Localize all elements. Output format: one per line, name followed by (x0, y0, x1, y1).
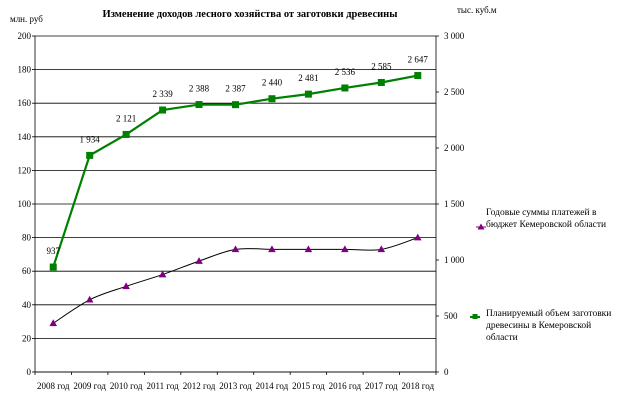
payments-point (304, 245, 313, 253)
right-tick-label: 0 (444, 367, 449, 377)
volume-point (86, 151, 94, 159)
volume-data-label: 2 387 (225, 84, 246, 94)
volume-point (414, 72, 422, 80)
x-tick-label: 2008 год (37, 381, 70, 391)
volume-data-label: 1 934 (80, 134, 101, 144)
x-tick-label: 2011 год (146, 381, 179, 391)
series-payments (49, 233, 422, 327)
volume-point (122, 130, 130, 138)
legend-item-volume: Планируемый объем заготовки древесины в К… (470, 308, 611, 343)
x-tick-label: 2009 год (73, 381, 106, 391)
left-tick-label: 0 (27, 367, 32, 377)
right-tick-label: 1 500 (444, 199, 465, 209)
volume-data-label: 2 339 (152, 89, 173, 99)
x-tick-label: 2010 год (110, 381, 143, 391)
volume-data-label: 2 121 (116, 113, 136, 123)
left-tick-label: 20 (22, 333, 32, 343)
volume-data-label: 937 (46, 246, 60, 256)
payments-point (231, 245, 240, 253)
legend-text-line: древесины в Кемеровской (486, 320, 591, 331)
left-tick-label: 140 (18, 132, 32, 142)
payments-point (85, 295, 94, 303)
x-axis-ticks: 2008 год 2009 год 2010 год 2011 год 2012 год… (34, 372, 437, 391)
left-tick-label: 160 (18, 98, 32, 108)
legend-text-line: Планируемый объем заготовки (486, 308, 611, 319)
volume-point (232, 101, 239, 109)
left-axis-unit: млн. руб (10, 14, 43, 24)
volume-data-label: 2 440 (262, 78, 283, 88)
right-axis-ticks: 0 500 1 000 1 500 2 000 2 500 3 000 (436, 31, 465, 377)
left-tick-label: 40 (22, 300, 32, 310)
left-axis-ticks: 0 20 40 60 80 100 120 140 160 180 200 (18, 31, 35, 377)
volume-data-label: 2 585 (371, 61, 392, 71)
payments-point (413, 233, 422, 241)
legend-text-line: бюджет Кемеровской области (486, 219, 606, 230)
legend-marker-payments (477, 223, 485, 230)
left-tick-label: 180 (18, 65, 32, 75)
left-tick-label: 120 (18, 165, 32, 175)
left-tick-label: 60 (22, 266, 32, 276)
volume-data-label: 2 647 (408, 55, 429, 65)
chart-title: Изменение доходов лесного хозяйства от з… (103, 9, 398, 20)
volume-point (268, 95, 276, 103)
legend: Годовые суммы платежей в бюджет Кемеровск… (470, 207, 611, 343)
payments-point (341, 245, 349, 253)
volume-point (304, 90, 312, 98)
right-tick-label: 2 000 (444, 143, 465, 153)
volume-data-label: 2 481 (298, 73, 318, 83)
left-tick-label: 100 (18, 199, 32, 209)
payments-point (122, 282, 130, 290)
legend-text-line: области (486, 332, 518, 343)
volume-point (159, 106, 167, 114)
legend-marker-volume (472, 314, 478, 319)
x-tick-label: 2013 год (219, 381, 252, 391)
payments-point (268, 245, 276, 253)
legend-text-line: Годовые суммы платежей в (486, 207, 597, 218)
x-tick-label: 2015 год (292, 381, 325, 391)
volume-data-label: 2 536 (335, 67, 356, 77)
series-volume: 937 1 934 2 121 2 339 2 388 2 387 2 440 2 481 2 … (46, 55, 428, 271)
left-tick-label: 200 (18, 31, 32, 41)
left-tick-label: 80 (22, 233, 32, 243)
right-tick-label: 3 000 (444, 31, 465, 41)
payments-point (49, 319, 58, 327)
x-tick-label: 2012 год (183, 381, 216, 391)
legend-item-payments: Годовые суммы платежей в бюджет Кемеровск… (476, 207, 606, 230)
volume-point (195, 101, 203, 109)
volume-data-label: 2 388 (189, 84, 210, 94)
x-tick-label: 2014 год (256, 381, 289, 391)
x-tick-label: 2016 год (329, 381, 362, 391)
right-tick-label: 500 (444, 311, 458, 321)
right-tick-label: 1 000 (444, 255, 465, 265)
x-tick-label: 2017 год (365, 381, 398, 391)
right-tick-label: 2 500 (444, 87, 465, 97)
x-tick-label: 2018 год (401, 381, 434, 391)
payments-point (195, 257, 203, 264)
volume-point (49, 263, 57, 271)
legend-label-volume: Планируемый объем заготовки древесины в К… (486, 308, 611, 343)
legend-label-payments: Годовые суммы платежей в бюджет Кемеровск… (486, 207, 606, 230)
payments-point (158, 270, 167, 278)
volume-point (377, 78, 385, 86)
volume-point (341, 84, 349, 92)
payments-point (377, 245, 386, 253)
right-axis-unit: тыс. куб.м (457, 5, 497, 15)
